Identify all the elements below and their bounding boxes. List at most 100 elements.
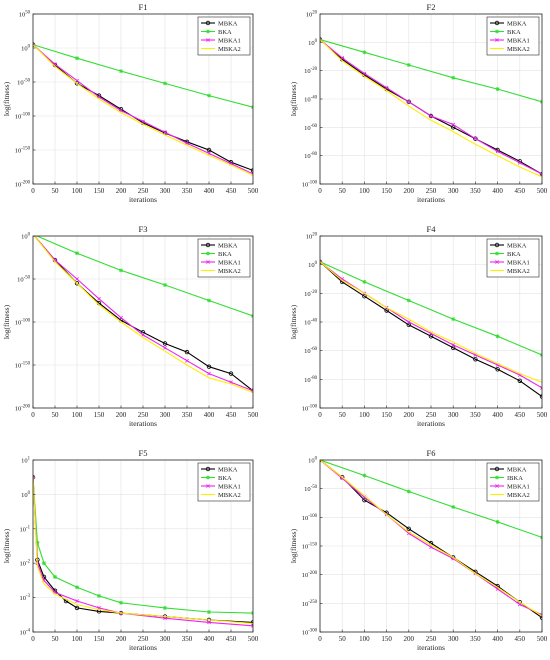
y-tick-base: 10: [20, 561, 27, 568]
y-tick-base: 10: [302, 601, 309, 608]
x-tick-label: 0: [31, 187, 35, 195]
y-tick-label: 10-100: [15, 113, 31, 121]
x-tick-label: 0: [31, 635, 35, 643]
y-tick-label: 1020: [306, 11, 318, 19]
y-tick-label: 10-200: [15, 405, 31, 413]
y-tick-base: 10: [306, 12, 313, 19]
x-tick-label: 100: [359, 635, 370, 643]
data-point: [74, 605, 80, 611]
data-point: [340, 56, 345, 60]
legend-marker: [494, 242, 500, 248]
data-point: [451, 345, 456, 350]
data-point: [451, 343, 456, 347]
y-tick-base: 10: [15, 406, 22, 413]
data-point: [451, 556, 456, 561]
data-point: [75, 277, 79, 281]
y-tick-base: 10: [308, 458, 315, 465]
legend-label: MBKA: [507, 20, 527, 27]
y-tick-base: 10: [302, 182, 309, 189]
series-line-mbka2: [33, 477, 253, 624]
x-tick-label: 400: [204, 411, 215, 419]
legend-label: MBKA: [218, 20, 238, 27]
y-tick-base: 10: [304, 486, 311, 493]
data-point: [163, 605, 167, 610]
y-tick-label: 100: [308, 261, 318, 269]
x-tick-label: 100: [72, 411, 83, 419]
y-tick-label: 10-50: [17, 276, 30, 284]
x-tick-label: 150: [381, 635, 392, 643]
data-point: [495, 334, 500, 339]
data-point: [406, 298, 411, 303]
data-point: [362, 497, 367, 503]
y-tick-exponent: -150: [21, 362, 30, 367]
y-tick-exponent: 20: [312, 233, 317, 238]
data-point: [362, 50, 367, 55]
y-axis-label: log(fitness): [2, 528, 11, 563]
data-point: [75, 56, 79, 61]
legend-marker: [206, 251, 210, 256]
x-tick-label: 0: [318, 635, 322, 643]
y-tick-label: 10-200: [302, 571, 318, 579]
x-tick-label: 200: [116, 187, 127, 195]
y-tick-exponent: -20: [311, 290, 318, 295]
y-tick-base: 10: [302, 630, 309, 637]
legend-label: MBKA2: [507, 492, 530, 499]
y-tick-exponent: -4: [26, 629, 31, 634]
y-tick-exponent: -80: [311, 376, 318, 381]
data-point: [539, 615, 542, 620]
y-tick-label: 10-100: [302, 181, 318, 189]
y-tick-base: 10: [15, 182, 22, 189]
y-tick-label: 10-100: [15, 319, 31, 327]
x-tick-label: 350: [182, 635, 193, 643]
data-point: [119, 315, 123, 320]
series-line-mbka2: [320, 39, 542, 178]
x-axis-label: iterations: [417, 643, 445, 652]
data-point: [75, 585, 79, 590]
x-tick-label: 0: [318, 411, 322, 419]
data-point: [406, 63, 411, 67]
y-tick-base: 10: [15, 148, 22, 155]
legend-label: BKA: [218, 475, 232, 482]
data-point: [451, 317, 456, 322]
y-tick-exponent: -20: [311, 67, 318, 72]
y-axis-label: log(fitness): [2, 81, 11, 116]
y-tick-exponent: 20: [312, 11, 317, 16]
y-tick-label: 10-150: [302, 543, 318, 551]
data-point: [163, 283, 167, 288]
data-point: [517, 160, 522, 165]
y-axis-label: log(fitness): [2, 304, 11, 339]
x-tick-label: 200: [116, 411, 127, 419]
panel-f3: 0 50 100 150 200 250 300 350 400 450 50010010-5010…: [2, 224, 259, 428]
data-point: [539, 171, 542, 177]
y-tick-base: 10: [302, 572, 309, 579]
legend-marker: [495, 260, 499, 264]
y-tick-base: 10: [304, 291, 311, 298]
legend-label: IBKA: [507, 475, 523, 482]
x-tick-label: 250: [426, 635, 437, 643]
data-point: [429, 114, 433, 118]
y-tick-label: 10-150: [15, 362, 31, 370]
y-tick-label: 100: [21, 233, 31, 241]
series-group: [320, 259, 542, 399]
y-tick-label: 1020: [306, 233, 318, 241]
data-point: [74, 81, 80, 86]
data-point: [451, 122, 456, 127]
y-tick-base: 10: [21, 458, 28, 465]
y-tick-base: 10: [21, 234, 28, 241]
x-tick-label: 450: [226, 635, 237, 643]
y-tick-base: 10: [21, 492, 28, 499]
data-point: [384, 85, 389, 90]
data-point: [206, 147, 212, 153]
data-point: [428, 113, 434, 119]
legend-marker: [206, 260, 210, 264]
data-point: [362, 279, 367, 284]
data-point: [495, 149, 500, 154]
series-line-mbka2: [33, 44, 253, 176]
x-tick-label: 100: [72, 635, 83, 643]
data-point: [228, 371, 234, 376]
data-point: [406, 320, 411, 324]
y-tick-exponent: -100: [21, 113, 30, 118]
y-tick-exponent: -50: [24, 276, 31, 281]
y-tick-label: 10-20: [304, 67, 317, 75]
y-tick-exponent: -100: [308, 405, 317, 410]
